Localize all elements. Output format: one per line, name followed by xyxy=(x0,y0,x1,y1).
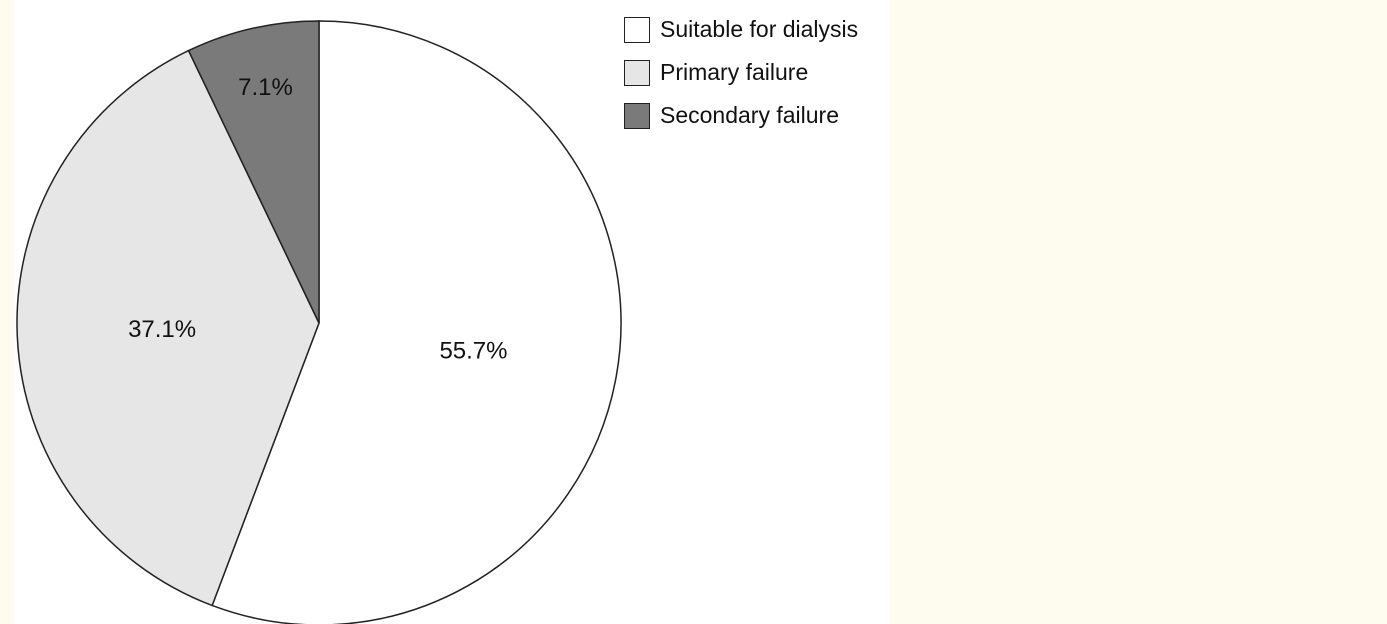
pie-label-secondary-failure: 7.1% xyxy=(238,74,293,101)
legend-swatch-suitable xyxy=(624,16,650,43)
pie-slice-secondary-failure xyxy=(187,20,320,324)
left-background-strip xyxy=(0,0,14,624)
legend-item-suitable: Suitable for dialysis xyxy=(624,8,858,51)
legend-swatch-primary-failure xyxy=(624,59,650,86)
pie-slice-primary-failure xyxy=(16,49,320,607)
pie-slice-suitable xyxy=(211,20,622,624)
legend-item-primary-failure: Primary failure xyxy=(624,51,858,94)
legend-item-secondary-failure: Secondary failure xyxy=(624,94,858,137)
legend-swatch-secondary-failure xyxy=(624,102,650,129)
pie-label-primary-failure: 37.1% xyxy=(128,316,196,343)
pie-label-suitable: 55.7% xyxy=(439,338,507,365)
pie-chart: 55.7% 37.1% 7.1% xyxy=(16,20,622,624)
legend-label-secondary-failure: Secondary failure xyxy=(660,102,839,128)
legend-label-suitable: Suitable for dialysis xyxy=(660,16,859,42)
right-background-panel xyxy=(889,0,1387,624)
legend: Suitable for dialysis Primary failure Se… xyxy=(624,8,858,137)
legend-label-primary-failure: Primary failure xyxy=(660,59,809,85)
